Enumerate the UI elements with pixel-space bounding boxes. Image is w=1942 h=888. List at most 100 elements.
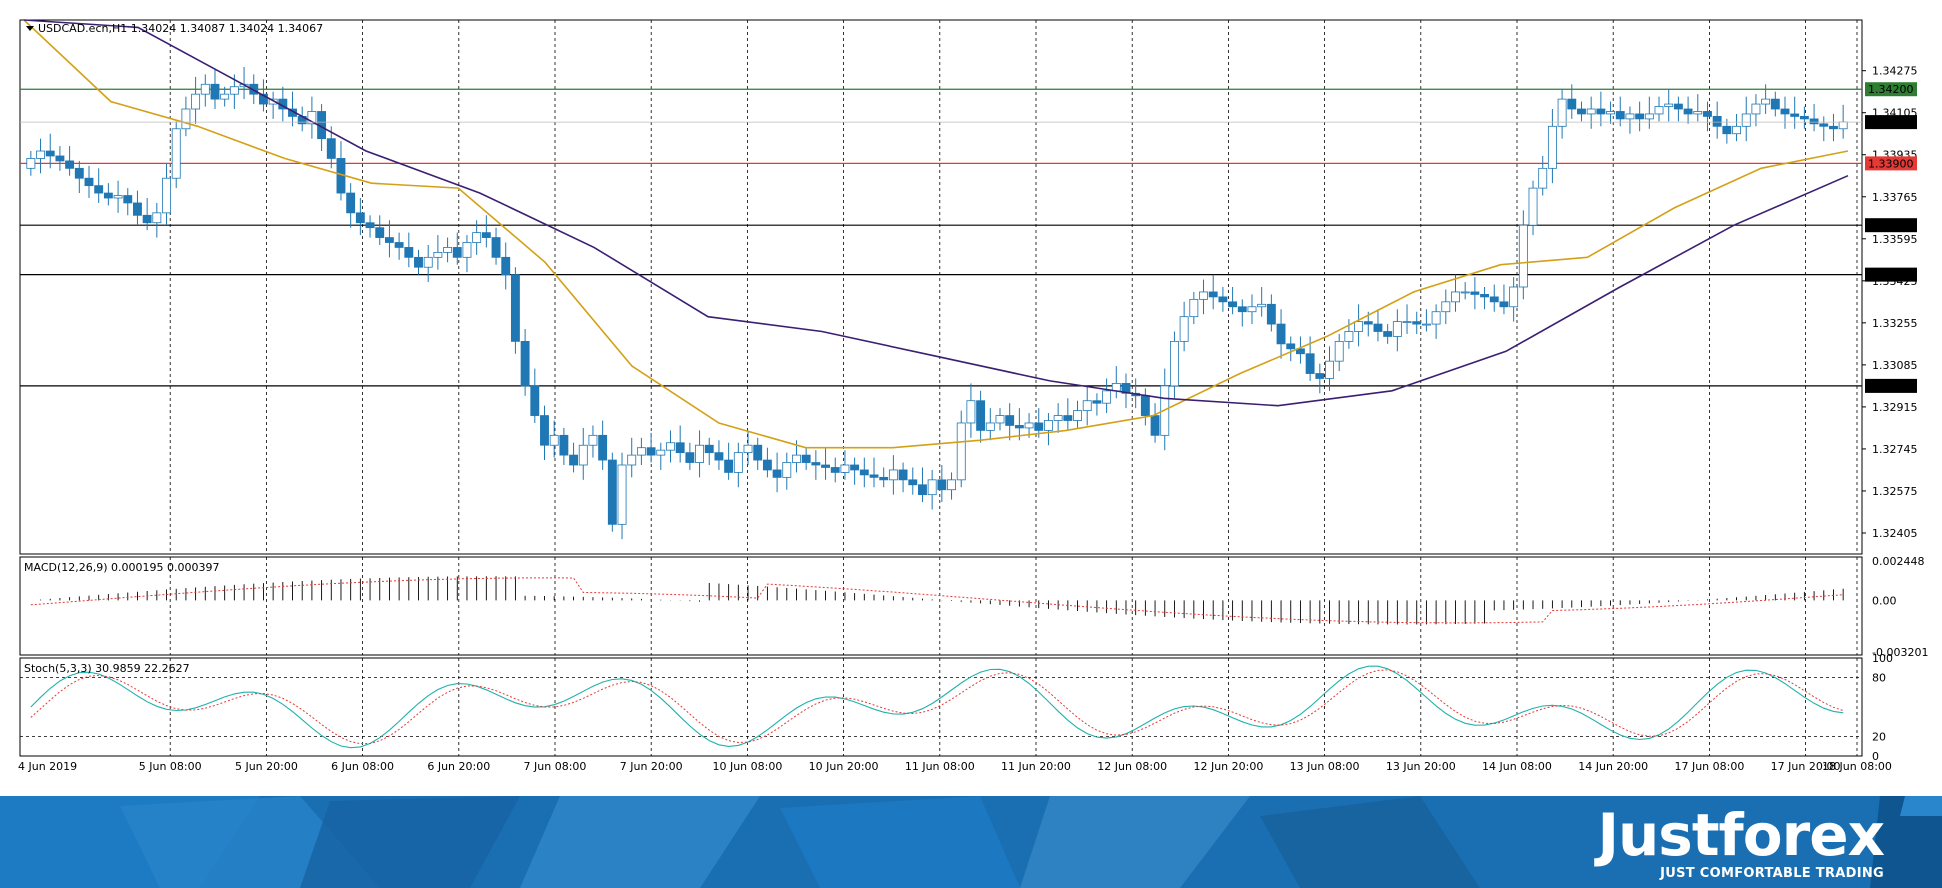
candle-body	[142, 214, 152, 224]
candle-body	[1770, 98, 1780, 110]
candle-body	[947, 479, 956, 491]
justforex-logo: Justforex	[1597, 801, 1885, 869]
candle-body	[491, 237, 501, 258]
candle-body	[1819, 123, 1829, 127]
candle-body	[530, 385, 540, 416]
stoch-main-line	[30, 665, 1844, 749]
x-tick-label: 12 Jun 08:00	[1097, 760, 1167, 773]
candle-body	[307, 111, 317, 125]
stoch-y-tick-label: 20	[1872, 730, 1886, 743]
candle-body	[1315, 373, 1325, 379]
candle-body	[627, 454, 637, 466]
candle-body	[1518, 224, 1528, 288]
candle-body	[743, 444, 753, 454]
candle-body	[646, 447, 656, 456]
candle-body	[1179, 316, 1189, 342]
candle-body	[1615, 111, 1625, 120]
candle-body	[1392, 321, 1402, 337]
x-tick-label: 11 Jun 20:00	[1001, 760, 1071, 773]
candle-body	[26, 158, 36, 169]
candle-body	[423, 256, 433, 268]
candle-body	[918, 484, 927, 496]
pane-frame	[19, 19, 1863, 555]
macd-y-tick-label: -0.003201	[1872, 646, 1928, 659]
candle-body	[995, 415, 1005, 424]
candle-body	[1363, 321, 1373, 325]
candle-body	[1325, 360, 1334, 379]
candle-body	[1799, 116, 1809, 120]
candle-body	[859, 469, 869, 476]
candle-body	[1528, 187, 1538, 226]
candle-body	[1703, 111, 1712, 117]
candle-body	[908, 479, 918, 486]
moving-average-fast	[23, 19, 1849, 449]
candle-body	[1228, 301, 1238, 308]
candle-body	[1334, 340, 1344, 362]
candle-body	[1780, 108, 1790, 115]
candle-body	[724, 459, 734, 473]
candle-body	[1421, 323, 1431, 326]
x-tick-label: 13 Jun 20:00	[1386, 760, 1456, 773]
candle-body	[346, 192, 356, 214]
candle-body	[171, 128, 181, 179]
candle-body	[898, 469, 908, 481]
y-tick-label: 1.32915	[1872, 401, 1918, 414]
candle-body	[937, 479, 947, 491]
price-level-badge	[1865, 267, 1917, 282]
y-tick-label: 1.32575	[1872, 485, 1918, 498]
candle-body	[1053, 415, 1063, 421]
candle-body	[1140, 395, 1150, 416]
candle-body	[879, 476, 889, 481]
y-tick-label: 1.33255	[1872, 317, 1918, 330]
candle-body	[1732, 125, 1741, 135]
candle-body	[229, 86, 239, 95]
y-tick-label: 1.32745	[1872, 443, 1918, 456]
price-level-badge	[1865, 218, 1917, 233]
candle-body	[1257, 303, 1267, 308]
candle-body	[1092, 400, 1102, 404]
pane-frame	[19, 657, 1863, 757]
candle-body	[1547, 125, 1557, 169]
candle-body	[510, 274, 520, 342]
candle-body	[1654, 106, 1664, 115]
candle-body	[636, 447, 646, 456]
candle-body	[84, 177, 94, 187]
candle-body	[762, 459, 772, 471]
candle-body	[1412, 321, 1422, 325]
candle-body	[1266, 303, 1276, 325]
candle-body	[840, 464, 850, 473]
price-level-label: 1.33000	[1868, 380, 1914, 393]
candle-body	[1373, 323, 1383, 332]
price-level-label: 1.33650	[1868, 219, 1914, 232]
candle-body	[462, 242, 472, 258]
candle-body	[1838, 121, 1848, 130]
x-tick-label: 11 Jun 08:00	[905, 760, 975, 773]
candle-body	[1276, 323, 1286, 345]
x-tick-label: 4 Jun 2019	[18, 760, 77, 773]
candle-body	[1567, 98, 1577, 110]
current-price-label: 1.34067	[1868, 116, 1914, 129]
x-tick-label: 12 Jun 20:00	[1193, 760, 1263, 773]
candle-body	[656, 449, 666, 456]
tagline: JUST COMFORTABLE TRADING	[1660, 866, 1884, 881]
current-price-badge	[1865, 115, 1917, 130]
candle-body	[1664, 103, 1674, 107]
candle-body	[123, 195, 133, 204]
candle-body	[714, 452, 724, 461]
candle-body	[1102, 390, 1112, 404]
candle-body	[869, 474, 879, 478]
candle-body	[1790, 113, 1800, 117]
candle-body	[617, 464, 627, 525]
stoch-y-tick-label: 100	[1872, 652, 1893, 665]
candle-body	[830, 467, 840, 473]
candle-body	[1150, 415, 1160, 436]
candle-body	[1509, 286, 1519, 308]
candle-body	[1809, 118, 1819, 125]
candle-body	[1247, 306, 1257, 313]
candle-body	[375, 227, 385, 238]
trading-chart: 4 Jun 2019 5 Jun 08:00 5 Jun 20:00 6 Jun 08…	[18, 19, 1928, 773]
candle-body	[433, 251, 443, 258]
candle-body	[36, 150, 45, 159]
candle-body	[821, 464, 830, 468]
candle-body	[1218, 296, 1228, 303]
